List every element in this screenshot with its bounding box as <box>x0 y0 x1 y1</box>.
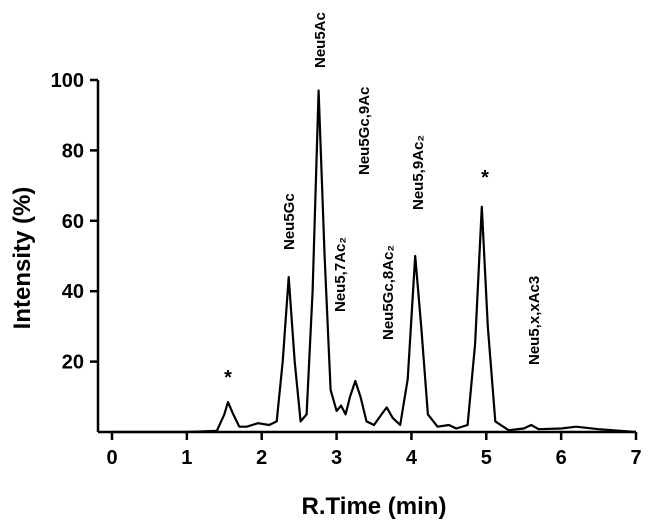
peak-label: Neu5,x,xAc3 <box>526 276 543 365</box>
x-tick-label: 1 <box>181 447 192 469</box>
peak-label: Neu5Ac <box>312 12 329 68</box>
peak-label: * <box>224 367 232 389</box>
peak-label: Neu5Gc,9Ac <box>356 87 373 175</box>
x-tick-label: 3 <box>331 447 342 469</box>
y-tick-label: 20 <box>62 352 84 374</box>
peak-label: Neu5Gc <box>281 193 298 250</box>
peak-label: Neu5,7Ac₂ <box>332 237 349 312</box>
x-tick-label: 0 <box>106 447 117 469</box>
y-tick-label: 100 <box>51 70 84 92</box>
peak-label: Neu5,9Ac₂ <box>410 135 427 210</box>
x-tick-label: 5 <box>481 447 492 469</box>
trace <box>112 89 637 434</box>
x-tick-label: 2 <box>256 447 267 469</box>
x-tick-label: 7 <box>630 447 641 469</box>
peak-label: * <box>481 167 489 189</box>
y-tick-label: 40 <box>62 281 84 303</box>
x-axis-title: R.Time (min) <box>302 493 447 520</box>
y-axis-title: Intensity (%) <box>9 187 36 330</box>
peak-label: Neu5Gc,8Ac₂ <box>380 245 397 340</box>
y-tick-label: 80 <box>62 140 84 162</box>
x-tick-label: 6 <box>556 447 567 469</box>
x-tick-label: 4 <box>406 447 418 469</box>
y-tick-label: 60 <box>62 211 84 233</box>
